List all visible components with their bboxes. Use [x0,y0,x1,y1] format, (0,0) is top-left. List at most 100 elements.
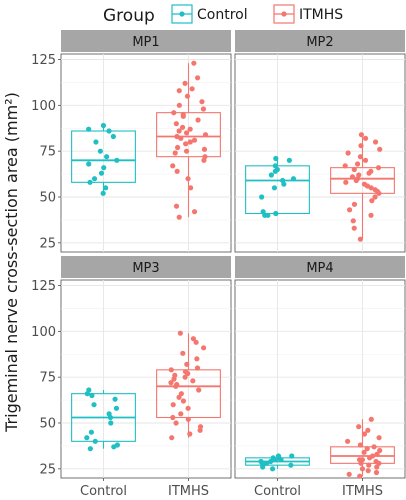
data-point [361,431,368,437]
legend-title: Group [103,6,155,26]
data-point [358,143,364,149]
data-point [170,414,176,421]
box-iqr [330,167,395,194]
data-point [271,185,278,191]
data-point [108,420,114,426]
data-point [359,457,366,463]
box-iqr [245,165,310,215]
data-point [342,163,348,169]
data-point [343,179,349,185]
data-point [112,396,118,402]
data-point [365,427,371,433]
panel-mp3: MP3 25 50 75 100 125 Control ITMHS [31,256,232,499]
data-point [357,236,363,242]
data-point [175,144,181,151]
data-point [374,451,380,457]
data-point [364,446,370,452]
data-point [184,93,191,99]
data-point [357,473,363,479]
data-point [185,176,191,182]
data-point [362,157,369,163]
data-point [172,150,178,156]
data-point [376,435,382,441]
legend-label-itmhs: ITMHS [299,7,343,23]
data-point [357,154,364,160]
data-point [171,110,177,116]
data-point [269,466,276,472]
data-point [357,442,364,448]
panel-mp2: MP2 [234,30,406,253]
data-point [174,168,180,174]
panel-plot-area [60,53,232,253]
legend-key-itmhs [273,4,295,24]
data-point [110,133,116,140]
data-point [174,133,180,140]
data-point [275,453,282,459]
x-tick-label: Control [254,484,301,499]
data-point [180,350,186,356]
data-point [362,135,369,141]
data-point [183,148,190,154]
y-tick-label: 25 [39,236,56,251]
panel-plot-area [234,279,406,479]
data-point [351,201,358,207]
data-point [349,174,356,180]
y-axis-title: Trigeminal nerve cross-section area (mm²… [2,92,21,433]
data-point [183,130,190,136]
data-point [194,75,201,81]
data-point [197,424,204,430]
data-point [100,190,106,196]
panel-title: MP4 [306,261,333,276]
box-itmhs [330,132,395,242]
data-point [103,185,109,191]
box-control [245,453,310,472]
data-point [87,179,93,185]
data-point [91,402,97,408]
panel-title: MP2 [306,35,333,50]
data-point [179,124,186,130]
data-point [86,161,92,167]
panel-plot-area [234,53,406,253]
legend-key-point [281,11,287,17]
y-tick-label: 25 [39,462,56,477]
data-point [106,411,112,417]
data-point [356,172,362,178]
data-point [170,163,176,169]
data-point [351,166,357,173]
data-point [180,111,186,118]
y-tick-label: 50 [39,417,56,432]
data-point [176,102,182,108]
data-point [288,462,294,468]
data-point [372,187,378,193]
data-point [188,185,194,191]
data-point [195,117,201,123]
box-control [71,387,136,452]
data-point [371,444,377,450]
data-point [173,203,180,209]
panel-title: MP1 [132,35,159,50]
data-point [187,126,193,132]
data-point [100,122,107,129]
data-point [373,458,379,465]
panel-mp1: MP1 25 50 75 100 125 [31,30,232,253]
data-point [106,128,112,134]
legend: Group Control ITMHS [103,4,343,26]
data-point [173,420,179,426]
x-tick-label: ITMHS [168,484,209,499]
data-point [191,209,198,215]
data-point [273,155,279,162]
data-point [170,402,176,408]
y-tick-label: 125 [31,279,56,294]
data-point [176,214,182,220]
data-point [356,424,362,430]
legend-key-point [179,11,185,17]
data-point [200,345,207,351]
data-point [361,181,368,187]
data-point [194,356,200,362]
data-point [172,372,178,378]
data-point [178,411,184,417]
data-point [93,139,99,145]
data-point [84,435,90,441]
x-tick-label: ITMHS [342,484,383,499]
